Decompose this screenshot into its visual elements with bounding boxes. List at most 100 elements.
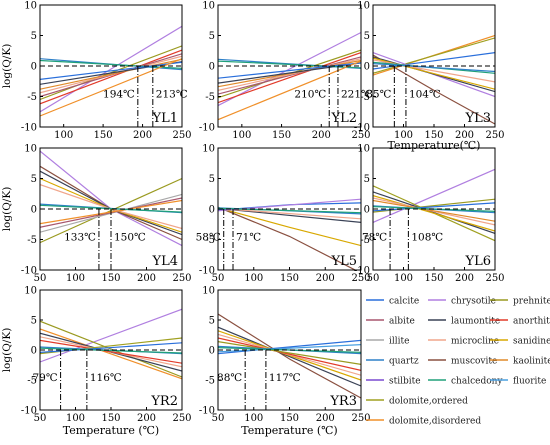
series-line-chrysotile: [373, 168, 495, 223]
x-tick-label: 200: [137, 273, 156, 284]
series-line-anorthite: [40, 49, 182, 105]
y-tick-label: 10: [24, 144, 37, 155]
x-tick-label: 150: [94, 130, 113, 141]
legend-item: sanidine: [490, 337, 550, 347]
legend-item: albite: [366, 317, 415, 327]
x-tick-label: 200: [312, 130, 331, 141]
y-tick-label: -5: [205, 235, 215, 246]
series-line-chrysotile: [218, 31, 361, 107]
y-tick-label: 0: [364, 205, 370, 216]
x-tick-label: 150: [424, 130, 443, 141]
series-line-albite: [218, 56, 361, 95]
legend-item: chalcedony: [428, 377, 503, 387]
legend-item: muscovite: [428, 357, 497, 367]
y-tick-label: -10: [354, 123, 370, 134]
legend-label: chrysotile: [451, 297, 496, 307]
x-tick-label: 200: [455, 130, 474, 141]
x-tick-label: 250: [351, 130, 370, 141]
y-tick-label: 10: [202, 1, 215, 12]
legend-label: laumontite: [451, 317, 500, 327]
intersection-annotation: 79℃: [32, 372, 57, 384]
legend-label: kaolinite: [513, 357, 550, 367]
plot-area: [218, 313, 361, 410]
series-line-calcite: [40, 342, 182, 353]
y-tick-label: 5: [209, 316, 215, 327]
panel-label: YL1: [152, 111, 179, 126]
x-tick-label: 250: [485, 273, 504, 284]
intersection-annotation: 85℃: [366, 89, 391, 101]
y-tick-label: 10: [357, 144, 370, 155]
series-line-chalcedony: [40, 347, 182, 354]
series-line-laumontite: [218, 326, 361, 387]
y-tick-label: 5: [364, 31, 370, 42]
x-tick-label: 250: [172, 273, 191, 284]
series-line-microcline: [218, 207, 361, 220]
intersection-annotation: 117℃: [269, 372, 301, 384]
series-line-anorthite: [40, 339, 182, 364]
x-tick-label: 100: [394, 130, 413, 141]
y-tick-label: -10: [21, 123, 37, 134]
x-tick-label: 100: [244, 413, 263, 424]
legend-label: fluorite: [513, 377, 546, 387]
panel-label: YR3: [329, 394, 357, 409]
plot-area: [373, 168, 495, 270]
x-tick-label: 200: [316, 273, 335, 284]
series-line-anorthite: [218, 337, 361, 371]
x-tick-label: 150: [101, 413, 120, 424]
y-tick-label: 0: [31, 62, 37, 73]
panel-yr2: -10 -5 0 5 10 50 100 150 200 250 YR2 79℃ 116℃: [21, 286, 192, 425]
legend-label: quartz: [389, 357, 419, 367]
intersection-annotation: 108℃: [411, 232, 443, 244]
y-tick-label: 5: [31, 174, 37, 185]
x-tick-label: 200: [137, 413, 156, 424]
intersection-annotation: 58℃: [196, 232, 221, 244]
panel-label: YL3: [465, 111, 492, 126]
y-tick-label: -5: [360, 92, 370, 103]
series-line-prehnite: [218, 341, 361, 365]
y-axis-label: log(Q/K): [1, 328, 13, 373]
series-line-dolomite-disordered: [40, 58, 182, 117]
x-tick-label: 50: [212, 413, 225, 424]
legend-item: kaolinite: [490, 357, 550, 367]
intersection-annotation: 221℃: [341, 89, 373, 101]
plot-area: [218, 198, 361, 270]
series-line-microcline: [218, 58, 361, 91]
series-line-chrysotile: [40, 308, 182, 363]
intersection-annotation: 133℃: [64, 232, 96, 244]
legend-label: microcline: [451, 337, 499, 347]
series-line-quartz: [373, 63, 495, 73]
series-line-calcite: [40, 61, 182, 80]
y-tick-label: 10: [202, 144, 215, 155]
x-tick-label: 150: [280, 413, 299, 424]
y-tick-label: -10: [21, 406, 37, 417]
x-tick-label: 50: [212, 273, 225, 284]
y-tick-label: 5: [209, 174, 215, 185]
y-tick-label: 5: [364, 174, 370, 185]
series-line-muscovite: [218, 313, 361, 399]
legend-item: chrysotile: [428, 297, 496, 307]
x-axis-label: Temperature (℃): [241, 424, 337, 437]
y-tick-label: -5: [27, 376, 37, 387]
series-line-muscovite: [373, 54, 495, 125]
plot-area: [40, 308, 182, 410]
legend-label: calcite: [389, 297, 419, 307]
series-line-dolomite-disordered: [40, 328, 182, 380]
x-tick-label: 100: [54, 130, 73, 141]
panel-yl6: -10 -5 0 5 10 50 100 150 200 250 YL6 78℃ 108℃: [354, 144, 505, 285]
legend-label: anorthite: [513, 317, 550, 327]
series-line-kaolinite: [40, 58, 182, 90]
panel-label: YL2: [331, 111, 358, 126]
series-line-chalcedony: [40, 204, 182, 213]
legend-label: illite: [389, 337, 409, 347]
legend-item: microcline: [428, 337, 499, 347]
x-tick-label: 250: [351, 413, 370, 424]
legend-label: stilbite: [389, 377, 421, 387]
intersection-annotation: 210℃: [294, 89, 326, 101]
panel-yl4: -10 -5 0 5 10 50 100 150 200 250 YL4 133℃ 150℃: [21, 144, 192, 285]
y-tick-label: 10: [24, 286, 37, 297]
x-tick-label: 250: [351, 273, 370, 284]
panel-label: YR2: [150, 394, 178, 409]
x-axis-label: Temperature(℃): [388, 139, 481, 152]
